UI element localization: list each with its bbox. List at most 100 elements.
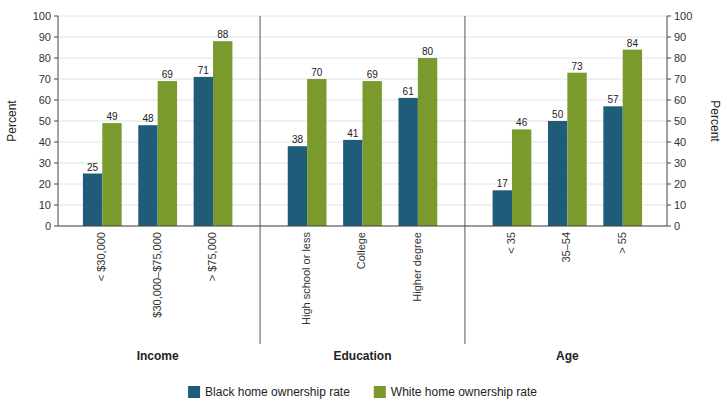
group-divider — [260, 16, 261, 344]
group-label: Income — [137, 349, 179, 363]
grid-line — [58, 37, 667, 38]
x-tick-label: College — [355, 232, 367, 269]
y-tick-label: 50 — [39, 115, 51, 127]
x-tick-label: $30,000–$75,000 — [151, 232, 163, 318]
y2-tick-label: 40 — [674, 136, 686, 148]
x-tick-label: < $30,000 — [95, 232, 107, 281]
y2-tick — [667, 121, 671, 122]
legend-label: Black home ownership rate — [205, 385, 350, 399]
y-tick-label: 60 — [39, 94, 51, 106]
y-tick — [54, 16, 58, 17]
y-tick-label: 30 — [39, 157, 51, 169]
y2-tick-label: 100 — [674, 10, 692, 22]
y-tick — [54, 121, 58, 122]
bar — [194, 77, 213, 226]
data-labels: 254871384161175057496988706980467384 — [87, 29, 638, 189]
y-tick — [54, 37, 58, 38]
legend-item: Black home ownership rate — [188, 385, 350, 399]
bar — [83, 174, 102, 227]
x-tick-labels: < $30,000$30,000–$75,000> $75,000High sc… — [95, 232, 627, 325]
bar — [418, 58, 437, 226]
y-axis-label: Percent — [5, 100, 19, 142]
bar — [307, 79, 326, 226]
bar — [363, 81, 382, 226]
x-tick-label: > $75,000 — [206, 232, 218, 281]
y2-tick-label: 70 — [674, 73, 686, 85]
data-label: 88 — [217, 29, 229, 40]
y2-tick-label: 90 — [674, 31, 686, 43]
y2-tick — [667, 205, 671, 206]
y2-tick-label: 20 — [674, 178, 686, 190]
bar — [138, 125, 157, 226]
y-tick — [54, 58, 58, 59]
y2-tick-label: 0 — [674, 220, 680, 232]
x-tick-label: < 35 — [505, 232, 517, 254]
y-tick-label: 0 — [45, 220, 51, 232]
legend-swatch — [188, 386, 200, 398]
y2-tick — [667, 79, 671, 80]
y-tick — [54, 163, 58, 164]
bar — [343, 140, 362, 226]
legend-item: White home ownership rate — [374, 385, 537, 399]
y-tick-label: 20 — [39, 178, 51, 190]
data-label: 84 — [627, 38, 639, 49]
data-label: 50 — [552, 109, 564, 120]
y-tick — [54, 184, 58, 185]
bar — [102, 123, 121, 226]
data-label: 57 — [607, 94, 619, 105]
group-label: Age — [556, 349, 579, 363]
y-tick-label: 100 — [33, 10, 51, 22]
bar — [567, 73, 586, 226]
y2-tick — [667, 163, 671, 164]
bar — [158, 81, 177, 226]
grid-line — [58, 16, 667, 17]
y2-tick — [667, 226, 671, 227]
x-tick-label: > 55 — [616, 232, 628, 254]
group-divider — [464, 16, 465, 344]
y-tick — [54, 226, 58, 227]
grid-line — [58, 226, 667, 227]
y2-tick — [667, 37, 671, 38]
y2-tick-label: 60 — [674, 94, 686, 106]
bar — [623, 50, 642, 226]
bar — [213, 41, 232, 226]
data-label: 73 — [571, 61, 583, 72]
y2-tick-label: 30 — [674, 157, 686, 169]
data-label: 41 — [347, 128, 359, 139]
chart: 2548713841611750574969887069804673840102… — [0, 0, 725, 408]
data-label: 70 — [311, 67, 323, 78]
y2-tick — [667, 100, 671, 101]
y-tick-label: 10 — [39, 199, 51, 211]
y2-tick-label: 80 — [674, 52, 686, 64]
group-label: Education — [333, 349, 391, 363]
x-axis-line — [58, 226, 667, 227]
data-label: 25 — [87, 162, 99, 173]
y-tick — [54, 100, 58, 101]
axes: 0102030405060708090100010203040506070809… — [33, 10, 693, 232]
y-tick-label: 40 — [39, 136, 51, 148]
bar — [398, 98, 417, 226]
y2-tick — [667, 142, 671, 143]
bar — [512, 129, 531, 226]
y2-tick — [667, 184, 671, 185]
y-tick — [54, 79, 58, 80]
legend: Black home ownership rate White home owne… — [188, 385, 537, 399]
y-tick — [54, 205, 58, 206]
y-tick-label: 70 — [39, 73, 51, 85]
bar — [493, 190, 512, 226]
data-label: 46 — [516, 117, 528, 128]
grid-line — [58, 58, 667, 59]
bar — [288, 146, 307, 226]
data-label: 71 — [198, 65, 210, 76]
data-label: 48 — [142, 113, 154, 124]
bar — [603, 106, 622, 226]
bar — [548, 121, 567, 226]
x-tick-label: 35–54 — [560, 232, 572, 263]
x-tick-label: Higher degree — [411, 232, 423, 302]
y-tick-label: 80 — [39, 52, 51, 64]
data-label: 69 — [367, 69, 379, 80]
data-label: 80 — [422, 46, 434, 57]
y-tick — [54, 142, 58, 143]
y2-tick-label: 10 — [674, 199, 686, 211]
grid — [58, 16, 667, 226]
